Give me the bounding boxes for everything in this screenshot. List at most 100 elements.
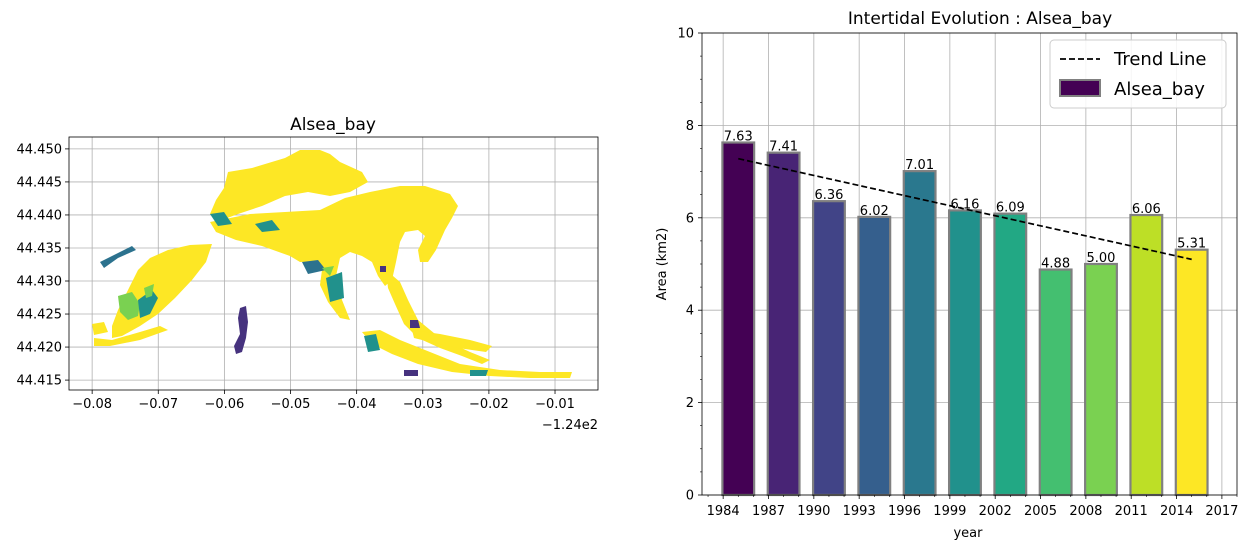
bar-chart-title: Intertidal Evolution : Alsea_bay bbox=[848, 9, 1112, 29]
bar-2006 bbox=[1038, 268, 1073, 497]
map-y-tick-label: 44.445 bbox=[17, 175, 63, 190]
map-x-tick-label: −0.03 bbox=[403, 397, 443, 412]
bar-2003 bbox=[993, 212, 1028, 497]
bar-1994 bbox=[857, 215, 892, 497]
bar-x-tick-label: 2002 bbox=[979, 504, 1012, 519]
map-y-tick-label: 44.435 bbox=[17, 241, 63, 256]
legend-alsea-label: Alsea_bay bbox=[1114, 79, 1205, 100]
bar-legend: Trend Line Alsea_bay bbox=[1049, 39, 1227, 109]
map-patch-purple-edge-2 bbox=[410, 320, 420, 328]
map-x-tick-label: −0.08 bbox=[72, 397, 112, 412]
map-region-north-lobe bbox=[210, 150, 368, 220]
bar-series-alsea-bay bbox=[721, 141, 1209, 497]
map-patch-teal-west bbox=[138, 290, 158, 318]
bar-value-label: 6.09 bbox=[996, 201, 1025, 216]
map-patch-teal-center bbox=[326, 272, 344, 302]
bar-1991 bbox=[811, 200, 846, 497]
map-patch-teal-ridge bbox=[255, 220, 280, 232]
bar-value-label: 4.88 bbox=[1041, 257, 1070, 272]
bar-value-label: 7.41 bbox=[769, 140, 798, 155]
bar-x-tick-label: 2017 bbox=[1205, 504, 1238, 519]
map-patch-green-center bbox=[322, 266, 334, 276]
bar-value-label: 7.01 bbox=[905, 158, 934, 173]
bar-2012 bbox=[1129, 213, 1164, 497]
bar-x-tick-label: 1984 bbox=[707, 504, 740, 519]
map-patch-purple-edge-3 bbox=[380, 266, 386, 272]
map-region-southeast-bars bbox=[362, 330, 572, 378]
bar-value-label: 6.06 bbox=[1132, 202, 1161, 217]
bar-value-label: 5.31 bbox=[1177, 237, 1206, 252]
bar-x-tick-label: 1999 bbox=[933, 504, 966, 519]
bar-1988 bbox=[766, 151, 801, 497]
bar-2015 bbox=[1174, 248, 1209, 497]
map-x-offset-label: −1.24e2 bbox=[542, 418, 598, 433]
map-y-tick-label: 44.450 bbox=[17, 142, 63, 157]
legend-alsea-swatch bbox=[1059, 79, 1101, 97]
map-patch-purple-edge-1 bbox=[404, 370, 418, 376]
bar-y-tick-label: 4 bbox=[686, 304, 694, 319]
map-grid bbox=[69, 137, 598, 390]
bar-y-tick-label: 8 bbox=[686, 119, 694, 134]
bar-value-label: 6.16 bbox=[950, 197, 979, 212]
bar-x-tick-label: 2011 bbox=[1115, 504, 1148, 519]
map-y-axis: 44.415 44.420 44.425 44.430 44.435 44.440 44.4… bbox=[17, 142, 69, 389]
bar-2000 bbox=[947, 209, 982, 497]
map-region-lower-channel bbox=[386, 270, 490, 364]
map-patch-teal-channel bbox=[302, 260, 326, 274]
bar-y-axis: 0 2 4 6 8 10 bbox=[677, 27, 702, 504]
bar-panel: Intertidal Evolution : Alsea_bay 7.63 7.4… bbox=[655, 9, 1238, 541]
map-x-tick-label: −0.04 bbox=[337, 397, 377, 412]
map-intertidal-mask bbox=[92, 150, 572, 378]
map-panel: Alsea_bay bbox=[17, 115, 599, 433]
trend-line bbox=[738, 157, 1192, 261]
map-y-tick-label: 44.430 bbox=[17, 275, 63, 290]
bar-y-axis-label: Area (km2) bbox=[655, 228, 670, 301]
bar-value-label: 6.36 bbox=[814, 188, 843, 203]
bar-x-axis-label: year bbox=[953, 526, 983, 541]
map-patch-teal-north bbox=[210, 212, 232, 226]
bar-y-tick-label: 10 bbox=[677, 27, 694, 42]
map-region-northeast-bar bbox=[412, 330, 492, 352]
bar-y-tick-label: 2 bbox=[686, 396, 694, 411]
bar-x-tick-label: 2005 bbox=[1024, 504, 1057, 519]
bar-1985 bbox=[721, 141, 756, 497]
map-title: Alsea_bay bbox=[290, 115, 376, 135]
map-y-tick-label: 44.425 bbox=[17, 308, 63, 323]
bar-x-tick-label: 1996 bbox=[888, 504, 921, 519]
bar-x-tick-label: 2014 bbox=[1160, 504, 1193, 519]
map-patch-teal-southeast bbox=[364, 334, 380, 352]
bar-x-tick-label: 1993 bbox=[843, 504, 876, 519]
map-patch-purple-creek bbox=[234, 306, 248, 354]
bar-value-label: 5.00 bbox=[1087, 251, 1116, 266]
map-y-tick-label: 44.440 bbox=[17, 208, 63, 223]
bar-y-tick-label: 6 bbox=[686, 211, 694, 226]
bar-x-tick-label: 2008 bbox=[1069, 504, 1102, 519]
bar-value-label: 6.02 bbox=[860, 204, 889, 219]
bar-x-tick-label: 1987 bbox=[752, 504, 785, 519]
map-patch-teal-south bbox=[470, 370, 488, 376]
map-x-tick-label: −0.07 bbox=[138, 397, 178, 412]
bar-x-axis: 1984 1987 1990 1993 1996 1999 2002 2005 2008 2011… bbox=[707, 495, 1238, 519]
bar-value-label: 7.63 bbox=[724, 129, 753, 144]
bar-2009 bbox=[1084, 262, 1118, 497]
map-x-tick-label: −0.02 bbox=[469, 397, 509, 412]
bar-x-tick-label: 1990 bbox=[797, 504, 830, 519]
map-region-south-spit bbox=[94, 326, 168, 346]
map-x-tick-label: −0.01 bbox=[535, 397, 575, 412]
map-patch-dark-west bbox=[100, 246, 136, 268]
map-region-central-channel bbox=[210, 186, 458, 320]
map-patch-green-west bbox=[118, 292, 140, 320]
map-patch-green-mid bbox=[144, 284, 154, 298]
map-x-tick-label: −0.06 bbox=[204, 397, 244, 412]
map-y-tick-label: 44.420 bbox=[17, 341, 63, 356]
legend-trend-label: Trend Line bbox=[1113, 49, 1207, 70]
map-region-west-edge bbox=[92, 322, 108, 335]
map-x-axis: −0.08 −0.07 −0.06 −0.05 −0.04 −0.03 −0.02 −0.01 bbox=[72, 390, 575, 412]
map-axes-frame bbox=[68, 136, 599, 391]
map-y-tick-label: 44.415 bbox=[17, 374, 63, 389]
bar-y-tick-label: 0 bbox=[686, 489, 694, 504]
map-x-tick-label: −0.05 bbox=[271, 397, 311, 412]
bar-1997 bbox=[902, 170, 937, 497]
bar-value-labels: 7.63 7.41 6.36 6.02 7.01 6.16 6.09 4.88 5.00 6.06… bbox=[724, 129, 1206, 271]
